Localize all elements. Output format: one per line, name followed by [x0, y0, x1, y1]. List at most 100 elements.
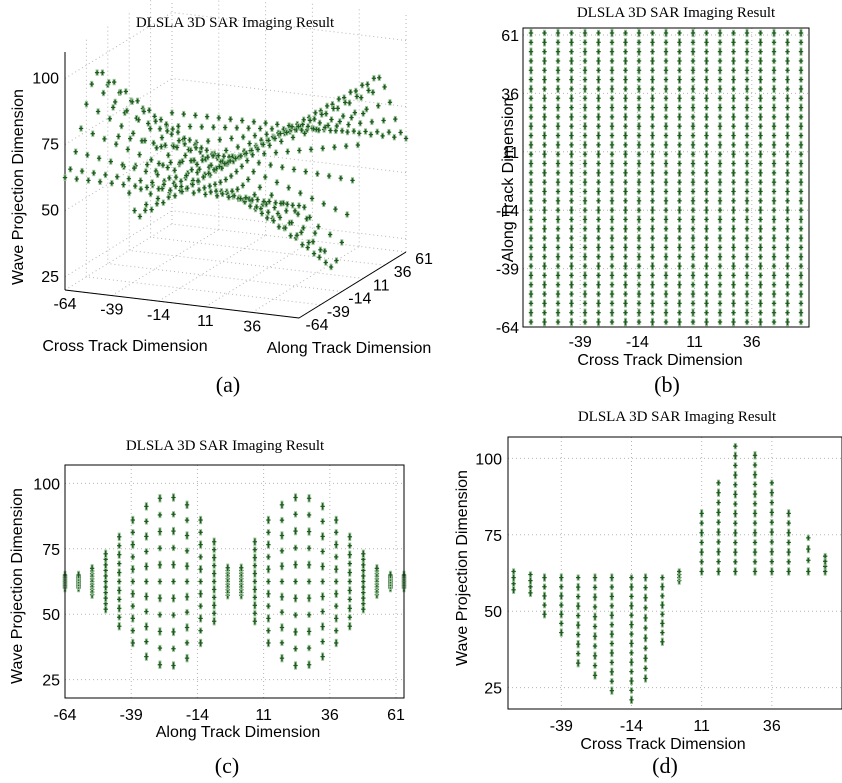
- panel-d-point: [609, 583, 615, 591]
- panel-b-point: [744, 28, 750, 38]
- panel-a-point: [158, 116, 164, 123]
- panel-a-point: [269, 125, 275, 133]
- panel-b-point: [704, 85, 709, 93]
- panel-b-point: [785, 112, 790, 122]
- panel-a-point: [286, 122, 292, 129]
- panel-a-point: [275, 210, 281, 217]
- panel-b-point: [785, 272, 790, 279]
- panel-b-point: [758, 160, 763, 167]
- panel-b-point: [771, 113, 777, 121]
- panel-b-point: [758, 131, 763, 140]
- panel-d-point: [511, 585, 516, 595]
- panel-b-point: [555, 159, 561, 168]
- panel-b-point: [596, 104, 601, 111]
- panel-a-point: [274, 179, 280, 186]
- panel-b-point: [596, 205, 601, 215]
- panel-d-point: [716, 519, 721, 526]
- panel-b-point: [744, 57, 750, 65]
- panel-b-point: [704, 75, 709, 84]
- panel-c-point: [279, 547, 285, 555]
- panel-b-point: [798, 122, 804, 131]
- panel-c-point: [279, 623, 285, 632]
- panel-a-point: [113, 140, 119, 148]
- panel-b-point: [731, 272, 736, 279]
- panel-b-point: [677, 131, 682, 140]
- panel-b-point: [569, 234, 574, 242]
- panel-a-point: [368, 131, 374, 138]
- panel-d-point: [786, 539, 791, 546]
- panel-a-point: [181, 110, 186, 118]
- panel-b-point: [609, 225, 615, 232]
- panel-d-ytick-label: 50: [484, 604, 502, 621]
- panel-a-point: [100, 69, 105, 76]
- panel-a-point: [338, 174, 343, 182]
- panel-a-point: [275, 121, 280, 128]
- panel-d-point: [716, 488, 721, 497]
- panel-b-point: [623, 75, 628, 84]
- panel-c-point: [157, 511, 163, 519]
- panel-b-point: [785, 123, 790, 130]
- panel-a-point: [312, 115, 317, 123]
- panel-b-point: [569, 75, 574, 84]
- panel-a-point: [354, 93, 360, 100]
- panel-b-point: [798, 289, 804, 299]
- panel-a-point: [307, 214, 312, 221]
- panel-b-point: [677, 123, 682, 130]
- panel-b-point: [744, 262, 750, 270]
- panel-a-point: [290, 202, 295, 209]
- panel-d-point: [752, 539, 758, 546]
- panel-d-point: [643, 654, 648, 663]
- panel-c-point: [130, 602, 135, 610]
- panel-b-point: [758, 178, 763, 186]
- panel-b-point: [677, 234, 682, 242]
- panel-a-point: [68, 165, 73, 173]
- panel-c-point: [117, 560, 122, 567]
- panel-a-ylabel: Along Track Dimension: [267, 340, 432, 357]
- panel-d-point: [752, 509, 758, 518]
- panel-d-point: [733, 520, 738, 527]
- panel-b-point: [528, 103, 534, 112]
- panel-c-tick-labels: 25 50 75 100 -64 -39 -14 11 36 61: [33, 476, 405, 724]
- panel-b-point: [663, 252, 669, 261]
- panel-d-point: [643, 644, 648, 652]
- panel-b-point: [663, 225, 669, 232]
- panel-a-point: [302, 203, 307, 211]
- panel-a-point: [85, 151, 90, 159]
- panel-b-point: [771, 122, 777, 131]
- panel-b-point: [744, 252, 750, 261]
- panel-a-point: [205, 154, 210, 161]
- panel-a-point: [176, 123, 181, 130]
- panel-b-point: [569, 317, 574, 327]
- panel-b-point: [690, 159, 696, 168]
- panel-b-point: [798, 262, 804, 270]
- panel-b-point: [596, 197, 601, 205]
- panel-b-point: [636, 206, 642, 214]
- panel-a-point: [292, 207, 298, 215]
- panel-d-point: [609, 629, 615, 639]
- panel-b-point: [650, 178, 655, 186]
- panel-d-ylabel: Wave Projection Dimension: [454, 470, 471, 666]
- panel-b-point: [596, 216, 601, 223]
- panel-a-point: [178, 178, 184, 185]
- panel-b-point: [785, 197, 790, 205]
- panel-b-point: [717, 47, 723, 56]
- panel-c-point: [252, 585, 258, 594]
- panel-b-point: [569, 85, 574, 93]
- panel-b-point: [582, 159, 588, 168]
- panel-b-point: [690, 66, 696, 75]
- panel-d-point: [716, 508, 721, 517]
- panel-c-point: [266, 553, 271, 561]
- panel-b-point: [542, 149, 547, 159]
- panel-b-point: [636, 271, 642, 280]
- panel-b-point: [555, 318, 561, 326]
- panel-b-point: [542, 224, 547, 233]
- panel-b-point: [555, 132, 561, 139]
- panel-a-ztick-label: 75: [41, 137, 59, 154]
- panel-b-point: [771, 308, 777, 317]
- panel-a-point: [206, 170, 211, 177]
- panel-a-point: [344, 211, 350, 218]
- panel-a-point: [144, 201, 149, 208]
- panel-b-point: [623, 187, 628, 196]
- panel-b-point: [582, 177, 588, 187]
